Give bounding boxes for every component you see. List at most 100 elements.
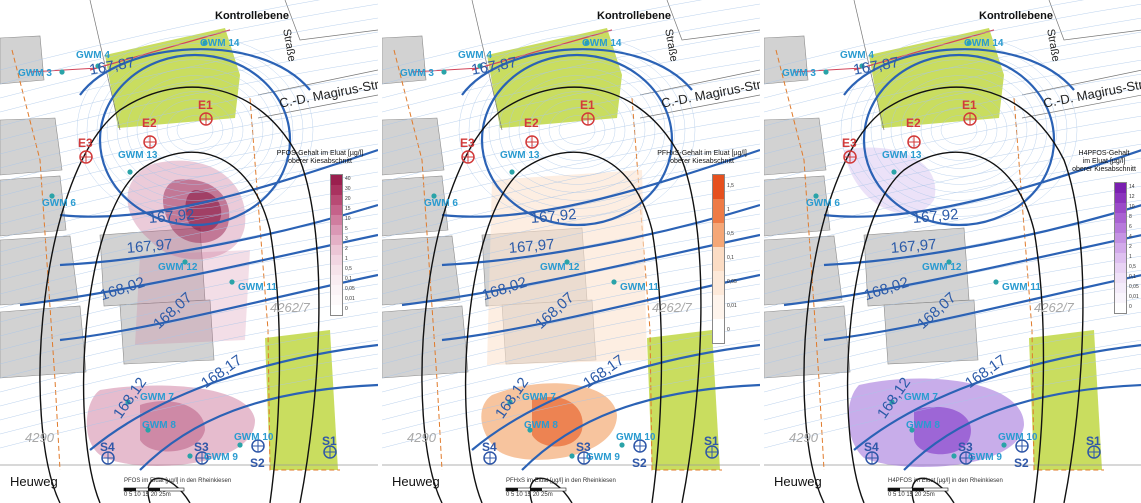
legend-title-line: H4PFOS-Gehalt — [1078, 150, 1130, 157]
legend-tick-label: 0 — [345, 306, 348, 312]
legend-swatch — [1115, 193, 1126, 203]
point-label: S1 — [704, 434, 719, 448]
legend-swatch — [331, 295, 342, 305]
green-areas — [105, 28, 338, 470]
map-panel-pfhxs: Kontrollebene Straße C.-D. Magirus-Straße H… — [382, 0, 760, 503]
legend-tick-label: 0,1 — [1129, 274, 1136, 280]
legend-swatch — [1115, 233, 1126, 243]
point-label: E3 — [460, 136, 475, 150]
legend-tick-label: 0,5 — [345, 266, 352, 272]
legend-title-line: oberer Kiesabschnitt — [1072, 166, 1136, 173]
point-label: E2 — [524, 116, 539, 130]
well-label: GWM 12 — [922, 262, 962, 273]
well-label: GWM 4 — [76, 50, 110, 61]
legend-title: PFHxS-Gehalt im Eluat [µg/l] oberer Kiesa… — [652, 150, 752, 166]
well-label: GWM 9 — [586, 452, 620, 463]
green-areas — [487, 28, 720, 470]
point-label: S3 — [958, 440, 973, 454]
legend-swatch — [713, 295, 724, 319]
point-label: S2 — [1014, 456, 1029, 470]
scale-bar — [123, 487, 185, 492]
legend-tick-label: 0,01 — [1129, 294, 1139, 300]
map-caption: PFOS im Eluat [µg/l] in den Rheinkiesen — [124, 478, 232, 484]
legend-tick-label: 8 — [1129, 214, 1132, 220]
point-label: S2 — [632, 456, 647, 470]
point-label: S3 — [576, 440, 591, 454]
legend-swatch — [1115, 263, 1126, 273]
legend-tick-label: 0 — [727, 327, 730, 333]
well-label: GWM 12 — [540, 262, 580, 273]
extraction-points — [843, 112, 977, 164]
legend-swatch — [331, 185, 342, 195]
legend-swatch — [331, 285, 342, 295]
minor-contours — [0, 0, 378, 449]
well-points — [813, 40, 1007, 459]
parcel-label-a: 4262/7 — [270, 300, 310, 315]
well-label: GWM 8 — [142, 420, 176, 431]
map-panel-pfos: Kontrollebene Straße C.-D. Magirus-Straße H… — [0, 0, 378, 503]
scale-bar-label: 0 5 10 15 20 25m — [124, 492, 171, 498]
flow-boundaries — [803, 86, 1084, 503]
control-plane-label: Kontrollebene — [597, 10, 671, 22]
legend-swatch — [1115, 213, 1126, 223]
point-label: E1 — [580, 98, 595, 112]
legend-tick-label: 3 — [345, 236, 348, 242]
legend-tick-label: 0,1 — [727, 255, 734, 261]
sampling-points — [101, 439, 337, 465]
legend-swatch — [331, 245, 342, 255]
legend-swatch — [713, 199, 724, 223]
legend-swatch — [331, 225, 342, 235]
street-label-heuweg: Heuweg — [392, 474, 440, 489]
plume-fill — [481, 170, 647, 460]
legend-swatch — [331, 275, 342, 285]
legend-swatch — [713, 319, 724, 343]
legend-tick-label: 5 — [345, 226, 348, 232]
point-label: S1 — [322, 434, 337, 448]
legend-swatch — [331, 265, 342, 275]
point-label: S3 — [194, 440, 209, 454]
well-label: GWM 10 — [234, 432, 274, 443]
parcel-label-b: 4290 — [25, 430, 54, 445]
point-label: E1 — [962, 98, 977, 112]
legend-tick-label: 4 — [1129, 234, 1132, 240]
extraction-points — [79, 112, 213, 164]
legend-swatch — [1115, 223, 1126, 233]
legend-tick-label: 0,01 — [727, 303, 737, 309]
legend-tick-label: 6 — [1129, 224, 1132, 230]
well-label: GWM 6 — [424, 198, 458, 209]
well-label: GWM 12 — [158, 262, 198, 273]
scale-bar-label: 0 5 10 15 20 25m — [888, 492, 935, 498]
parcel-label-a: 4262/7 — [1034, 300, 1074, 315]
well-label: GWM 14 — [200, 38, 240, 49]
point-label: S4 — [864, 440, 879, 454]
well-label: GWM 10 — [998, 432, 1038, 443]
flow-boundaries — [39, 86, 320, 503]
legend-swatch — [331, 215, 342, 225]
legend-tick-label: 30 — [345, 186, 351, 192]
legend-tick-label: 1 — [727, 207, 730, 213]
legend-swatch — [1115, 303, 1126, 313]
concentration-legend: PFOS-Gehalt im Eluat [µg/l] oberer Kiesab… — [270, 150, 370, 316]
legend-tick-label: 0 — [1129, 304, 1132, 310]
minor-contours — [764, 0, 1141, 449]
legend-tick-label: 12 — [1129, 194, 1135, 200]
well-label: GWM 7 — [140, 392, 174, 403]
scale-bar-label: 0 5 10 15 20 25m — [506, 492, 553, 498]
green-areas — [869, 28, 1102, 470]
flow-boundaries — [421, 86, 702, 503]
legend-title-line: im Eluat [µg/l] — [1082, 158, 1126, 165]
legend-swatch — [713, 175, 724, 199]
map-caption: PFHxS im Eluat [µg/l] in den Rheinkiesen — [506, 478, 616, 484]
well-label: GWM 14 — [582, 38, 622, 49]
well-label: GWM 3 — [400, 68, 434, 79]
legend-swatch — [331, 235, 342, 245]
point-label: E1 — [198, 98, 213, 112]
well-label: GWM 6 — [42, 198, 76, 209]
legend-tick-label: 1,5 — [727, 183, 734, 189]
legend-tick-label: 40 — [345, 176, 351, 182]
well-label: GWM 13 — [118, 150, 158, 161]
legend-tick-label: 10 — [1129, 204, 1135, 210]
parcel-label-b: 4290 — [789, 430, 818, 445]
legend-tick-label: 0,5 — [727, 231, 734, 237]
concentration-legend: H4PFOS-Gehalt im Eluat [µg/l] oberer Kiesa… — [1054, 150, 1141, 314]
